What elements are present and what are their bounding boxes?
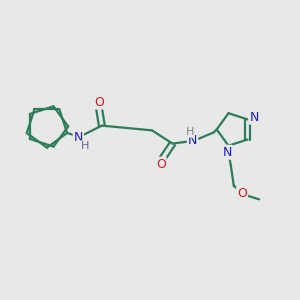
Text: N: N bbox=[74, 131, 83, 144]
Text: O: O bbox=[94, 96, 104, 109]
Text: N: N bbox=[249, 111, 259, 124]
Text: N: N bbox=[222, 146, 232, 159]
Text: O: O bbox=[237, 188, 247, 200]
Text: O: O bbox=[156, 158, 166, 171]
Text: N: N bbox=[188, 134, 197, 147]
Text: H: H bbox=[185, 127, 194, 137]
Text: H: H bbox=[81, 141, 89, 151]
